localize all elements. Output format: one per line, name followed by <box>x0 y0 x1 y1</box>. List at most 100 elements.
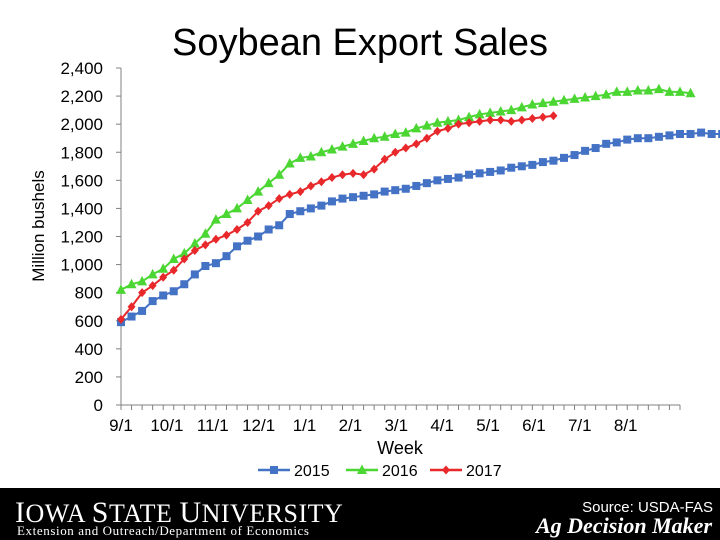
y-tick-label: 400 <box>75 340 103 359</box>
data-point-2015 <box>317 201 326 210</box>
data-point-2015 <box>454 173 463 182</box>
y-tick-label: 200 <box>75 368 103 387</box>
data-point-2016 <box>116 284 126 294</box>
x-tick-label: 5/1 <box>476 416 500 435</box>
data-point-2016 <box>369 132 380 143</box>
x-tick-label: 11/1 <box>197 416 229 435</box>
data-point-2015 <box>697 128 706 137</box>
data-point-2016 <box>611 86 622 96</box>
data-point-2015 <box>612 138 621 147</box>
legend-label: 2016 <box>382 463 418 480</box>
x-tick-label: 1/1 <box>293 416 317 435</box>
series-line-2015 <box>120 131 720 324</box>
y-tick-label: 0 <box>94 396 103 415</box>
data-point-2017 <box>454 119 463 129</box>
data-point-2015 <box>538 158 547 167</box>
data-point-2015 <box>591 144 600 153</box>
data-point-2015 <box>264 225 273 234</box>
data-point-2017 <box>443 123 452 133</box>
x-tick-label: 2/1 <box>339 416 363 435</box>
data-point-2015 <box>190 270 199 279</box>
y-tick-label: 2,000 <box>60 115 103 134</box>
data-point-2017 <box>517 115 526 125</box>
data-point-2015 <box>633 134 642 143</box>
x-tick-label: 12/1 <box>242 416 275 435</box>
data-point-2017 <box>465 118 474 128</box>
data-point-2015 <box>549 156 558 165</box>
data-point-2016 <box>411 122 422 133</box>
data-point-2016 <box>137 275 148 286</box>
data-point-2016 <box>326 143 337 154</box>
data-point-2015 <box>433 176 442 185</box>
data-point-2017 <box>486 115 495 125</box>
data-point-2017 <box>117 314 125 324</box>
data-point-2015 <box>412 181 421 190</box>
isu-wordmark-logo: IOWA STATE UNIVERSITY <box>15 496 344 529</box>
data-point-2016 <box>179 247 190 258</box>
y-tick-label: 1,800 <box>60 143 103 162</box>
data-point-2016 <box>189 238 200 248</box>
data-point-2017 <box>433 126 442 136</box>
data-point-2016 <box>295 152 306 162</box>
x-tick-label: 4/1 <box>430 416 454 435</box>
legend-item-2015: 2015 <box>258 463 330 480</box>
footer-department: Extension and Outreach/Department of Eco… <box>17 523 310 538</box>
data-point-2015 <box>686 129 695 138</box>
data-point-2017 <box>538 112 547 122</box>
data-point-2017 <box>496 115 505 125</box>
data-point-2016 <box>537 97 548 108</box>
data-point-2015 <box>654 132 663 141</box>
data-point-2016 <box>253 186 264 196</box>
data-point-2017 <box>391 147 400 157</box>
data-point-2015 <box>306 204 315 213</box>
data-point-2016 <box>601 89 612 99</box>
data-point-2017 <box>549 111 558 121</box>
data-point-2017 <box>254 206 263 216</box>
data-point-2017 <box>296 187 305 197</box>
data-point-2015 <box>201 261 210 270</box>
data-point-2016 <box>485 107 496 117</box>
data-point-2015 <box>517 162 526 171</box>
data-point-2016 <box>316 146 327 157</box>
data-point-2015 <box>233 242 242 251</box>
data-point-2017 <box>422 133 431 143</box>
data-point-2015 <box>359 191 368 200</box>
data-point-2015 <box>475 169 484 178</box>
data-point-2015 <box>370 190 379 199</box>
ag-decision-maker-logo: Ag Decision Maker <box>536 513 712 538</box>
data-point-2016 <box>453 114 464 124</box>
data-point-2015 <box>443 174 452 183</box>
data-point-2015 <box>138 306 147 315</box>
data-point-2016 <box>400 127 411 137</box>
data-point-2016 <box>242 194 253 204</box>
data-point-2015 <box>676 129 684 138</box>
data-point-2016 <box>590 90 601 101</box>
data-point-2017 <box>507 116 516 126</box>
data-point-2017 <box>306 181 315 191</box>
data-point-2017 <box>148 281 157 291</box>
data-point-2017 <box>412 139 421 149</box>
data-point-2015 <box>422 179 431 188</box>
data-point-2015 <box>559 153 568 162</box>
data-point-2016 <box>284 157 295 168</box>
series-2015 <box>117 128 720 327</box>
data-point-2016 <box>569 93 580 103</box>
data-point-2015 <box>169 287 178 296</box>
data-point-2016 <box>622 86 633 96</box>
data-point-2015 <box>349 193 358 202</box>
data-point-2015 <box>296 207 305 216</box>
data-point-2016 <box>643 84 654 95</box>
y-tick-label: 800 <box>75 284 103 303</box>
data-point-2016 <box>558 94 569 105</box>
data-point-2015 <box>275 221 284 230</box>
x-tick-label: 6/1 <box>522 416 546 435</box>
data-point-2015 <box>254 232 263 241</box>
data-point-2015 <box>222 252 231 261</box>
data-point-2015 <box>707 129 716 138</box>
data-point-2017 <box>180 254 189 264</box>
data-point-2016 <box>506 104 517 115</box>
legend-swatch-marker <box>270 466 278 474</box>
data-point-2016 <box>474 108 485 119</box>
data-point-2016 <box>274 169 285 179</box>
legend-item-2017: 2017 <box>430 463 502 480</box>
